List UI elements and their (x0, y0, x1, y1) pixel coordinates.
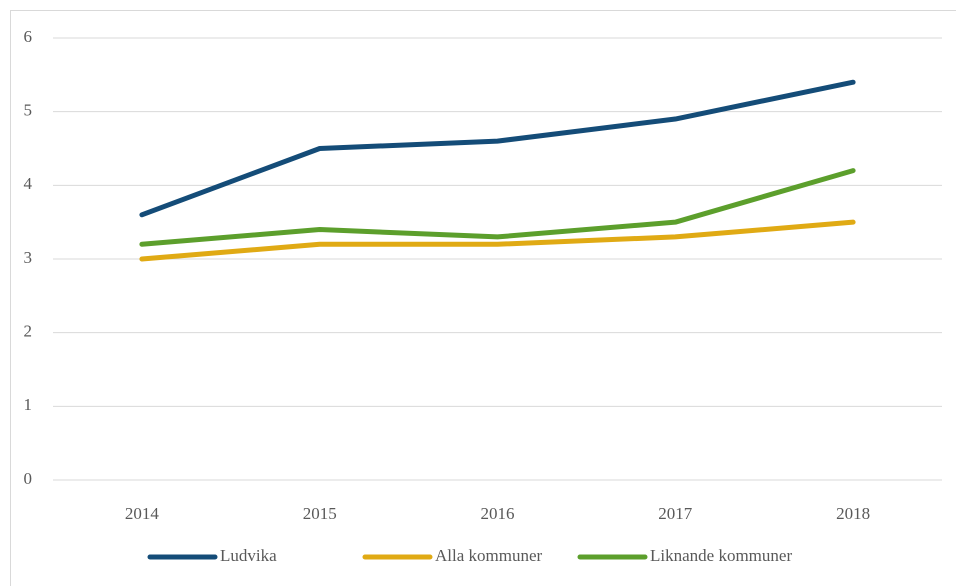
series-line (139, 168, 856, 247)
x-tick-label: 2018 (836, 504, 870, 523)
series-line (139, 219, 856, 262)
legend-label: Liknande kommuner (650, 546, 792, 565)
y-tick-label: 5 (24, 101, 33, 120)
y-tick-label: 2 (24, 322, 33, 341)
y-tick-label: 3 (24, 248, 33, 267)
y-tick-label: 1 (24, 395, 33, 414)
legend-label: Ludvika (220, 546, 277, 565)
x-tick-label: 2017 (658, 504, 693, 523)
legend-label: Alla kommuner (435, 546, 543, 565)
series-line (139, 79, 856, 218)
x-tick-label: 2014 (125, 504, 160, 523)
y-tick-label: 0 (24, 469, 33, 488)
y-tick-label: 4 (24, 174, 33, 193)
x-tick-label: 2016 (481, 504, 515, 523)
chart-border (10, 10, 956, 586)
y-tick-label: 6 (24, 27, 33, 46)
x-tick-label: 2015 (303, 504, 337, 523)
